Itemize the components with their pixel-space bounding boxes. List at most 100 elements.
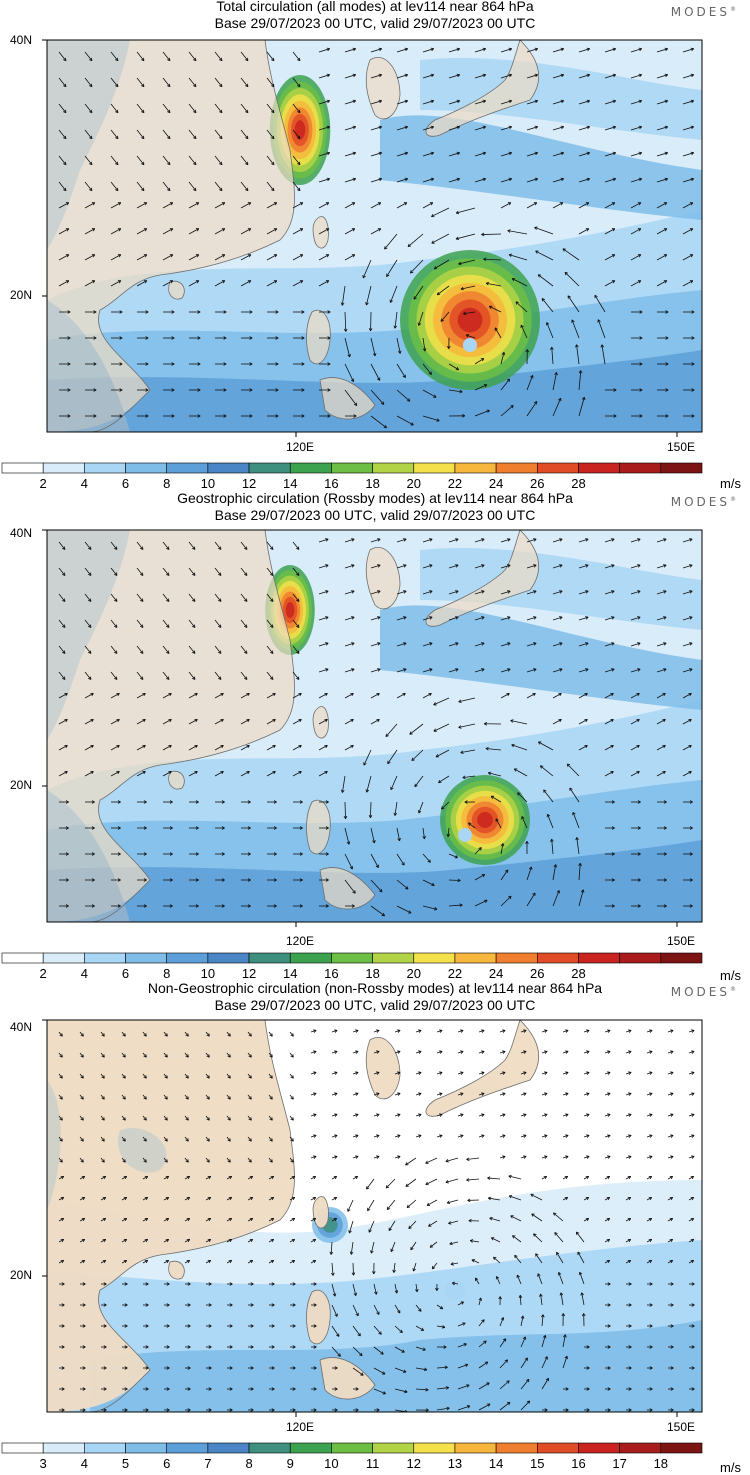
colorbar-segment bbox=[84, 463, 125, 473]
colorbar-tick-label: 2 bbox=[40, 966, 47, 981]
colorbar-tick-label: 24 bbox=[489, 966, 503, 981]
colorbar-tick-label: 11 bbox=[366, 1456, 380, 1471]
colorbar-segment bbox=[290, 463, 331, 473]
colorbar-segment bbox=[414, 1443, 455, 1453]
map-area bbox=[42, 530, 702, 927]
colorbar-tick-label: 9 bbox=[287, 1456, 294, 1471]
colorbar-tick-label: 26 bbox=[530, 966, 544, 981]
colorbar-segment bbox=[84, 1443, 125, 1453]
colorbar-tick-label: 5 bbox=[122, 1456, 129, 1471]
colorbar-segment bbox=[661, 463, 702, 473]
colorbar-segment bbox=[43, 1443, 84, 1453]
colorbar-unit: m/s bbox=[720, 476, 741, 491]
colorbar-segment bbox=[167, 953, 208, 963]
panel-total-circulation: Total circulation (all modes) at lev114 … bbox=[0, 0, 750, 490]
lat-label-40n: 40N bbox=[10, 526, 32, 540]
wind-vector bbox=[345, 802, 346, 819]
cyclone-eye bbox=[445, 1280, 465, 1300]
lon-label-120e: 120E bbox=[286, 1420, 314, 1434]
colorbar-segment bbox=[2, 1443, 43, 1453]
cyclone-eye bbox=[463, 338, 477, 352]
colorbar-segment bbox=[126, 1443, 167, 1453]
colorbar-tick-label: 22 bbox=[448, 476, 462, 491]
colorbar-segment bbox=[373, 463, 414, 473]
colorbar-segment bbox=[578, 463, 619, 473]
colorbar-tick-label: 28 bbox=[571, 966, 585, 981]
colorbar-tick-label: 22 bbox=[448, 966, 462, 981]
colorbar-tick-label: 2 bbox=[40, 476, 47, 491]
colorbar-segment bbox=[208, 463, 249, 473]
colorbar-segment bbox=[496, 463, 537, 473]
colorbar-segment bbox=[84, 953, 125, 963]
colorbar-segment bbox=[249, 1443, 290, 1453]
colorbar-segment bbox=[455, 1443, 496, 1453]
colorbar-tick-label: 28 bbox=[571, 476, 585, 491]
wind-vector bbox=[481, 234, 501, 235]
wind-speed-contour bbox=[286, 602, 295, 618]
colorbar-tick-label: 12 bbox=[242, 476, 256, 491]
colorbar-segment bbox=[249, 953, 290, 963]
colorbar-tick-label: 16 bbox=[324, 966, 338, 981]
lon-label-150e: 150E bbox=[667, 934, 695, 948]
lon-label-120e: 120E bbox=[286, 934, 314, 948]
colorbar-tick-label: 6 bbox=[163, 1456, 170, 1471]
colorbar-tick-label: 16 bbox=[324, 476, 338, 491]
colorbar-segment bbox=[290, 953, 331, 963]
colorbar-tick-label: 14 bbox=[283, 476, 297, 491]
colorbar-segment bbox=[537, 953, 578, 963]
colorbar-segment bbox=[578, 953, 619, 963]
panel-non-geostrophic-circulation: Non-Geostrophic circulation (non-Rossby … bbox=[0, 980, 750, 1473]
colorbar-tick-label: 17 bbox=[612, 1456, 626, 1471]
colorbar-segment bbox=[43, 953, 84, 963]
colorbar-segment bbox=[126, 953, 167, 963]
map-area bbox=[42, 1020, 702, 1417]
colorbar-tick-label: 13 bbox=[448, 1456, 462, 1471]
wind-speed-contour bbox=[477, 812, 493, 828]
colorbar-segment bbox=[537, 1443, 578, 1453]
colorbar-tick-label: 16 bbox=[571, 1456, 585, 1471]
colorbar-segment bbox=[290, 1443, 331, 1453]
colorbar-tick-label: 12 bbox=[407, 1456, 421, 1471]
colorbar-tick-label: 18 bbox=[654, 1456, 668, 1471]
colorbar-segment bbox=[455, 463, 496, 473]
colorbar-segment bbox=[373, 953, 414, 963]
colorbar-tick-label: 4 bbox=[81, 966, 88, 981]
colorbar-tick-label: 15 bbox=[530, 1456, 544, 1471]
lon-label-120e: 120E bbox=[286, 440, 314, 454]
colorbar-tick-label: 10 bbox=[324, 1456, 338, 1471]
lon-label-150e: 150E bbox=[667, 1420, 695, 1434]
colorbar-segment bbox=[373, 1443, 414, 1453]
colorbar-segment bbox=[578, 1443, 619, 1453]
colorbar-segment bbox=[620, 953, 661, 963]
colorbar-tick-label: 8 bbox=[163, 966, 170, 981]
colorbar-segment bbox=[167, 1443, 208, 1453]
lat-label-20n: 20N bbox=[10, 778, 32, 792]
colorbar-segment bbox=[496, 953, 537, 963]
colorbar-segment bbox=[208, 953, 249, 963]
colorbar-segment bbox=[208, 1443, 249, 1453]
colorbar-tick-label: 10 bbox=[201, 966, 215, 981]
colorbar-tick-label: 18 bbox=[365, 476, 379, 491]
colorbar-tick-label: 4 bbox=[81, 1456, 88, 1471]
colorbar-tick-label: 4 bbox=[81, 476, 88, 491]
colorbar-segment bbox=[661, 1443, 702, 1453]
colorbar-tick-label: 7 bbox=[204, 1456, 211, 1471]
wind-vector bbox=[353, 1263, 354, 1275]
colorbar-segment bbox=[331, 463, 372, 473]
colorbar-segment bbox=[2, 463, 43, 473]
wind-speed-contour bbox=[458, 308, 483, 333]
colorbar-segment bbox=[126, 463, 167, 473]
colorbar-segment bbox=[331, 953, 372, 963]
colorbar-segment bbox=[2, 953, 43, 963]
cyclone-eye bbox=[458, 828, 472, 842]
lat-label-40n: 40N bbox=[10, 1020, 32, 1034]
colorbar-tick-label: 20 bbox=[407, 476, 421, 491]
colorbar-tick-label: 14 bbox=[283, 966, 297, 981]
colorbar-tick-label: 3 bbox=[40, 1456, 47, 1471]
colorbar-segment bbox=[414, 953, 455, 963]
colorbar-segment bbox=[455, 953, 496, 963]
